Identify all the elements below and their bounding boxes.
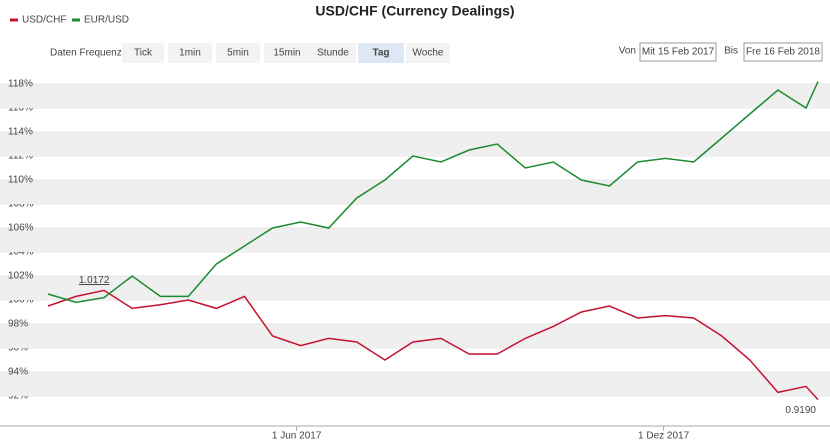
chart-title: USD/CHF (Currency Dealings) — [315, 3, 514, 19]
frequency-button-label[interactable]: Stunde — [317, 48, 349, 59]
annotation: 0.9190 — [785, 405, 816, 416]
grid-band — [0, 276, 830, 300]
frequency-button[interactable] — [358, 43, 404, 63]
grid-band — [0, 84, 830, 108]
frequency-button[interactable] — [310, 43, 356, 63]
grid-band — [0, 372, 830, 396]
y-tick-label: 114% — [8, 127, 33, 138]
to-label: Bis — [724, 46, 738, 57]
to-box[interactable] — [743, 42, 823, 62]
y-tick-label: 94% — [8, 367, 28, 378]
frequency-button-label[interactable]: Tag — [372, 48, 389, 59]
grid-band — [0, 180, 830, 204]
y-tick-label: 112% — [8, 151, 33, 162]
from-date[interactable]: Mit 15 Feb 2017 — [642, 47, 715, 58]
to-date[interactable]: Fre 16 Feb 2018 — [746, 47, 820, 58]
y-tick-label: 116% — [8, 103, 33, 114]
legend-label: EUR/USD — [84, 15, 129, 26]
legend-label: USD/CHF — [22, 15, 66, 26]
from-box[interactable] — [639, 42, 717, 62]
y-tick-label: 106% — [8, 223, 34, 234]
frequency-button-label[interactable]: Tick — [134, 48, 153, 59]
y-tick-label: 96% — [8, 343, 28, 354]
frequency-label: Daten Frequenz — [50, 48, 122, 59]
annotation: 1.0172 — [79, 275, 110, 286]
frequency-button[interactable] — [122, 43, 164, 63]
frequency-button[interactable] — [406, 43, 450, 63]
frequency-button[interactable] — [168, 43, 212, 63]
frequency-button[interactable] — [216, 43, 260, 63]
y-tick-label: 110% — [8, 175, 33, 186]
y-tick-label: 118% — [8, 79, 33, 90]
frequency-button-label[interactable]: 1min — [179, 48, 201, 59]
frequency-button-label[interactable]: 15min — [273, 48, 300, 59]
x-tick-label: 1 Jun 2017 — [272, 431, 322, 442]
grid-band — [0, 132, 830, 156]
y-tick-label: 100% — [8, 295, 34, 306]
from-label: Von — [619, 46, 636, 57]
x-tick-label: 1 Dez 2017 — [638, 431, 690, 442]
y-tick-label: 98% — [8, 319, 28, 330]
y-tick-label: 108% — [8, 199, 34, 210]
grid-band — [0, 228, 830, 252]
y-tick-label: 102% — [8, 271, 34, 282]
series-line — [47, 81, 819, 304]
y-tick-label: 92% — [8, 391, 28, 402]
frequency-button[interactable] — [264, 43, 310, 63]
frequency-button-label[interactable]: Woche — [413, 48, 444, 59]
frequency-button-label[interactable]: 5min — [227, 48, 249, 59]
y-tick-label: 104% — [8, 247, 34, 258]
series-line — [47, 289, 819, 401]
grid-band — [0, 324, 830, 348]
